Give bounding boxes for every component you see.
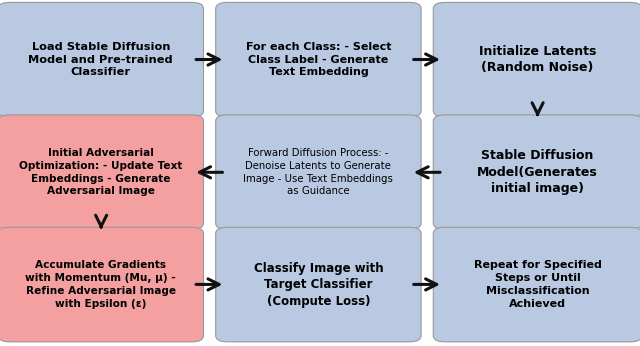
FancyBboxPatch shape [0, 115, 204, 229]
Text: Initialize Latents
(Random Noise): Initialize Latents (Random Noise) [479, 45, 596, 74]
Text: For each Class: - Select
Class Label - Generate
Text Embedding: For each Class: - Select Class Label - G… [246, 42, 391, 78]
Text: Accumulate Gradients
with Momentum (Mu, μ) -
Refine Adversarial Image
with Epsil: Accumulate Gradients with Momentum (Mu, … [26, 261, 176, 309]
FancyBboxPatch shape [433, 2, 640, 117]
Text: Repeat for Specified
Steps or Until
Misclassification
Achieved: Repeat for Specified Steps or Until Misc… [474, 261, 602, 309]
FancyBboxPatch shape [433, 115, 640, 229]
FancyBboxPatch shape [433, 227, 640, 342]
FancyBboxPatch shape [216, 2, 421, 117]
FancyBboxPatch shape [216, 227, 421, 342]
Text: Classify Image with
Target Classifier
(Compute Loss): Classify Image with Target Classifier (C… [253, 262, 383, 308]
FancyBboxPatch shape [0, 2, 204, 117]
FancyBboxPatch shape [216, 115, 421, 229]
Text: Forward Diffusion Process: -
Denoise Latents to Generate
Image - Use Text Embedd: Forward Diffusion Process: - Denoise Lat… [243, 148, 394, 196]
Text: Stable Diffusion
Model(Generates
initial image): Stable Diffusion Model(Generates initial… [477, 149, 598, 195]
Text: Load Stable Diffusion
Model and Pre-trained
Classifier: Load Stable Diffusion Model and Pre-trai… [29, 42, 173, 78]
Text: Initial Adversarial
Optimization: - Update Text
Embeddings - Generate
Adversaria: Initial Adversarial Optimization: - Upda… [19, 148, 182, 196]
FancyBboxPatch shape [0, 227, 204, 342]
